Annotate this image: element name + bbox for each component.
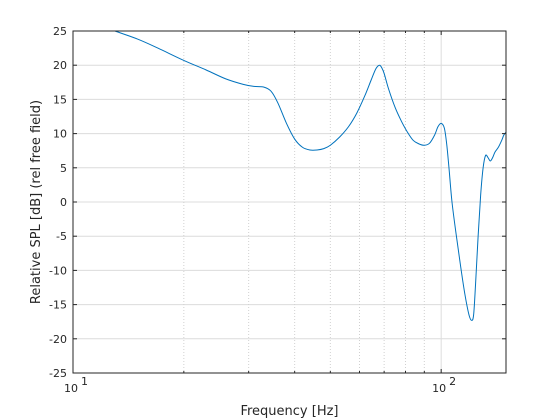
y-tick-label: 5 — [60, 162, 67, 175]
y-tick-label: -10 — [49, 264, 67, 277]
x-tick-label-exponent: 1 — [81, 375, 88, 388]
x-tick-label: 10 — [432, 382, 446, 395]
y-tick-label: 20 — [53, 59, 67, 72]
y-tick-label: 25 — [53, 25, 67, 38]
series-layer — [114, 30, 507, 321]
y-tick-label: 0 — [60, 196, 67, 209]
y-tick-label: -5 — [56, 230, 67, 243]
x-tick-label-exponent: 2 — [449, 375, 456, 388]
y-tick-label: -20 — [49, 333, 67, 346]
series-line — [114, 30, 507, 321]
x-tick-label: 10 — [64, 382, 78, 395]
y-tick-label: 10 — [53, 128, 67, 141]
y-tick-label: -15 — [49, 299, 67, 312]
grid — [72, 30, 506, 374]
y-axis-label: Relative SPL [dB] (rel free field) — [29, 100, 44, 304]
y-tick-label: 15 — [53, 93, 67, 106]
y-tick-label: -25 — [49, 367, 67, 380]
x-axis-label: Frequency [Hz] — [240, 404, 338, 419]
